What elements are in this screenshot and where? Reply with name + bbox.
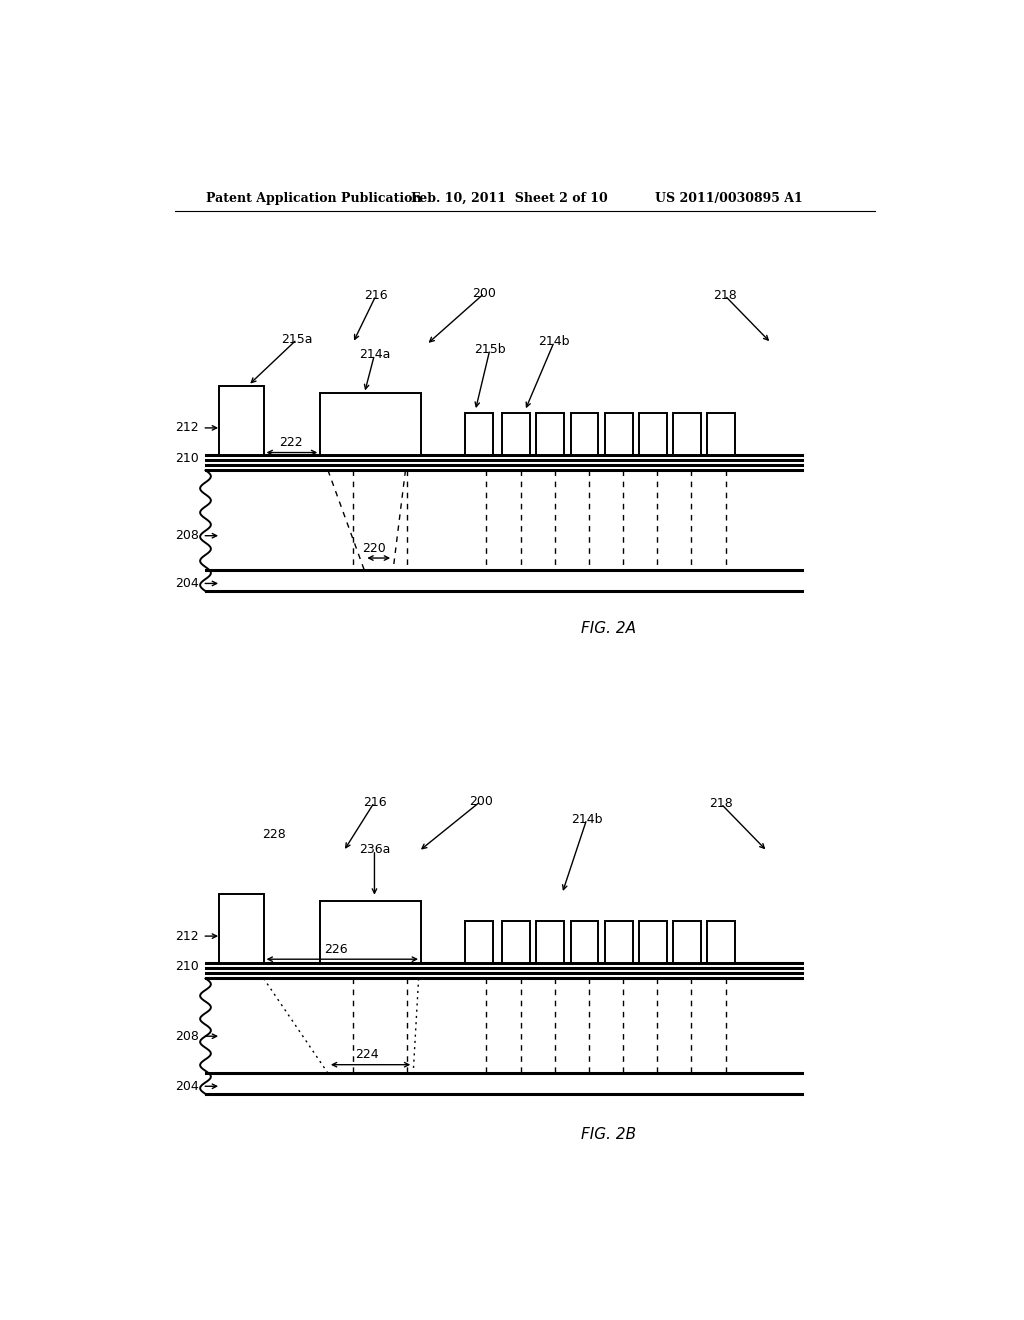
Bar [707, 921, 735, 964]
Bar [465, 413, 493, 455]
Bar [219, 385, 263, 455]
Bar [465, 921, 493, 964]
Text: 210: 210 [175, 961, 199, 973]
Text: 212: 212 [175, 421, 199, 434]
Text: 214b: 214b [571, 813, 602, 825]
Text: 200: 200 [469, 795, 493, 808]
Bar [570, 413, 598, 455]
Bar [321, 902, 421, 964]
Text: 210: 210 [175, 453, 199, 465]
Text: 236a: 236a [358, 843, 390, 857]
Text: FIG. 2A: FIG. 2A [581, 620, 636, 636]
Text: FIG. 2B: FIG. 2B [581, 1127, 636, 1142]
Bar [503, 921, 530, 964]
Text: 208: 208 [175, 1030, 199, 1043]
Text: 218: 218 [713, 289, 736, 302]
Text: 204: 204 [175, 577, 199, 590]
Text: 218: 218 [709, 797, 733, 810]
Bar [537, 921, 564, 964]
Text: 220: 220 [362, 541, 386, 554]
Text: 212: 212 [175, 929, 199, 942]
Bar [707, 413, 735, 455]
Bar [537, 413, 564, 455]
Text: 216: 216 [365, 289, 388, 302]
Text: 228: 228 [262, 828, 286, 841]
Text: 214b: 214b [539, 335, 570, 348]
Text: 216: 216 [362, 796, 386, 809]
Text: Patent Application Publication: Patent Application Publication [206, 191, 421, 205]
Text: 224: 224 [355, 1048, 379, 1061]
Bar [503, 413, 530, 455]
Bar [639, 413, 667, 455]
Text: Feb. 10, 2011  Sheet 2 of 10: Feb. 10, 2011 Sheet 2 of 10 [411, 191, 607, 205]
Text: 208: 208 [175, 529, 199, 543]
Bar [673, 413, 700, 455]
Bar [673, 921, 700, 964]
Text: 204: 204 [175, 1080, 199, 1093]
Text: 214a: 214a [358, 348, 390, 362]
Text: 222: 222 [279, 436, 302, 449]
Text: US 2011/0030895 A1: US 2011/0030895 A1 [655, 191, 803, 205]
Bar [604, 413, 633, 455]
Bar [639, 921, 667, 964]
Bar [219, 894, 263, 964]
Bar [570, 921, 598, 964]
Bar [604, 921, 633, 964]
Bar [321, 393, 421, 455]
Text: 215a: 215a [282, 333, 312, 346]
Text: 226: 226 [324, 942, 347, 956]
Text: 200: 200 [472, 286, 497, 300]
Text: 215b: 215b [474, 343, 506, 356]
